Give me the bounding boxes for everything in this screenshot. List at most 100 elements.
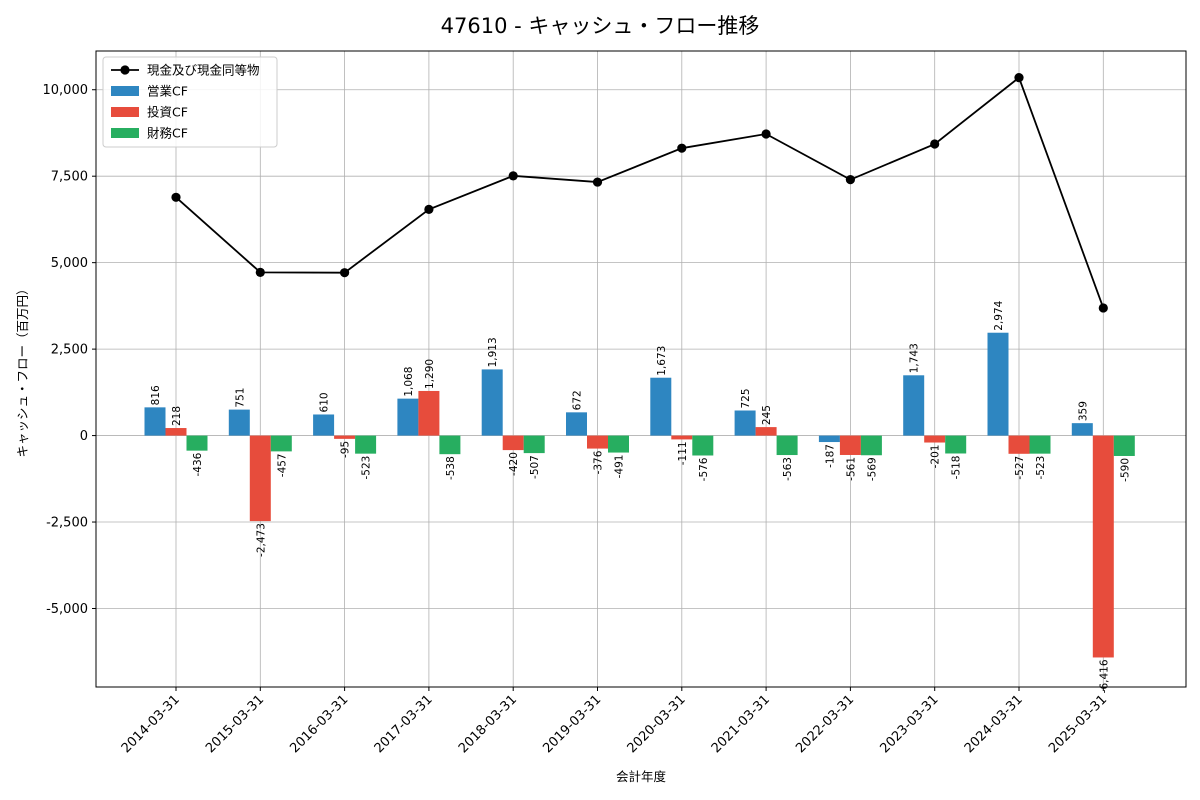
bar-2-2: [334, 435, 356, 439]
y-tick-label: 7,500: [51, 170, 88, 185]
bar-value-label: 1,913: [487, 337, 499, 367]
bar-3-8: [860, 435, 882, 456]
bar-2-1: [249, 435, 271, 522]
bar-value-label: 751: [234, 388, 246, 408]
x-tick-label: 2017-03-31: [372, 692, 436, 756]
line-point: [845, 175, 856, 185]
bar-value-label: -569: [866, 457, 878, 481]
x-tick-label: 2023-03-31: [877, 692, 941, 756]
bar-2-6: [671, 435, 693, 440]
bar-1-9: [903, 375, 925, 436]
bar-value-label: -523: [361, 456, 373, 480]
bar-value-label: -436: [192, 452, 204, 476]
bar-2-3: [418, 390, 440, 436]
chart-title: 47610 - キャッシュ・フロー推移: [441, 14, 760, 38]
line-point: [1098, 303, 1108, 313]
line-point: [340, 268, 350, 278]
legend-box: [102, 56, 278, 148]
bar-3-6: [692, 435, 714, 456]
legend-bar-swatch: [111, 128, 139, 138]
bar-3-3: [439, 435, 461, 455]
legend-bar-swatch: [111, 107, 139, 117]
bar-value-label: -576: [698, 457, 710, 481]
line-point: [171, 192, 181, 202]
line-point: [255, 267, 265, 277]
bar-value-label: -95: [340, 441, 352, 458]
bar-value-label: -491: [614, 455, 626, 479]
legend-label: 財務CF: [147, 126, 188, 141]
line-point: [592, 177, 603, 187]
x-tick-label: 2024-03-31: [962, 692, 1026, 756]
x-tick-label: 2014-03-31: [119, 692, 183, 756]
legend-label: 投資CF: [147, 105, 188, 120]
bar-1-7: [734, 410, 756, 436]
line-point: [1014, 73, 1024, 83]
bar-2-7: [755, 427, 777, 436]
bar-value-label: 218: [171, 406, 183, 426]
bar-value-label: 1,743: [909, 343, 921, 373]
bar-3-5: [608, 435, 629, 453]
bar-1-3: [397, 398, 419, 436]
bar-3-7: [776, 435, 798, 456]
y-tick-label: 10,000: [43, 83, 89, 98]
x-tick-label: 2021-03-31: [709, 692, 773, 756]
bar-value-label: 359: [1077, 401, 1089, 421]
bar-1-11: [1071, 423, 1093, 436]
bar-value-label: 610: [319, 392, 331, 412]
line-cash-equivalents: [175, 76, 1105, 309]
bar-2-5: [587, 435, 608, 449]
bar-value-label: -187: [824, 444, 836, 468]
bar-value-label: -111: [677, 441, 689, 465]
y-tick-label: -2,500: [46, 516, 88, 531]
y-tick-label: -5,000: [46, 602, 88, 617]
x-tick-label: 2015-03-31: [203, 692, 267, 756]
bar-1-6: [650, 377, 672, 436]
bar-value-label: 1,290: [424, 359, 436, 389]
y-tick-label: 2,500: [51, 343, 88, 358]
bar-value-label: -527: [1014, 456, 1026, 480]
y-axis-title: キャッシュ・フロー（百万円）: [15, 282, 30, 457]
legend-label: 営業CF: [147, 84, 188, 99]
bar-3-10: [1029, 435, 1051, 454]
bar-3-11: [1113, 435, 1135, 456]
bar-value-label: -6,416: [1098, 659, 1110, 693]
bar-2-8: [839, 435, 861, 455]
bar-value-label: -376: [593, 450, 605, 474]
bar-1-5: [566, 412, 587, 436]
bar-2-11: [1092, 435, 1114, 658]
bar-value-label: -201: [930, 445, 942, 469]
bar-3-2: [355, 435, 377, 454]
bar-value-label: -457: [276, 453, 288, 477]
bar-value-label: -507: [529, 455, 541, 479]
bar-3-9: [945, 435, 967, 454]
bar-3-4: [523, 435, 545, 454]
legend-label: 現金及び現金同等物: [147, 63, 260, 78]
bar-value-label: 245: [761, 405, 773, 425]
line-point: [761, 129, 771, 139]
x-axis-title: 会計年度: [616, 769, 667, 784]
bar-value-label: -590: [1119, 458, 1131, 482]
y-tick-label: 0: [80, 429, 88, 444]
x-tick-label: 2025-03-31: [1046, 692, 1110, 756]
bar-value-label: -2,473: [255, 523, 267, 557]
x-tick-label: 2019-03-31: [540, 692, 604, 756]
bar-value-label: -523: [1035, 456, 1047, 480]
bar-value-label: -420: [508, 452, 520, 476]
bar-value-label: 816: [150, 385, 162, 405]
bar-value-label: -561: [845, 457, 857, 481]
bar-3-0: [186, 435, 208, 451]
bar-2-0: [165, 428, 187, 436]
bar-value-label: -563: [782, 457, 794, 481]
legend-marker: [120, 65, 130, 75]
x-tick-label: 2022-03-31: [793, 692, 857, 756]
bar-value-label: 2,974: [993, 300, 1005, 330]
bar-1-1: [228, 409, 250, 436]
bar-1-2: [313, 414, 335, 436]
bar-2-4: [502, 435, 524, 451]
legend-bar-swatch: [111, 86, 139, 96]
y-tick-label: 5,000: [51, 256, 88, 271]
bar-value-label: 725: [740, 388, 752, 408]
line-point: [424, 204, 434, 214]
